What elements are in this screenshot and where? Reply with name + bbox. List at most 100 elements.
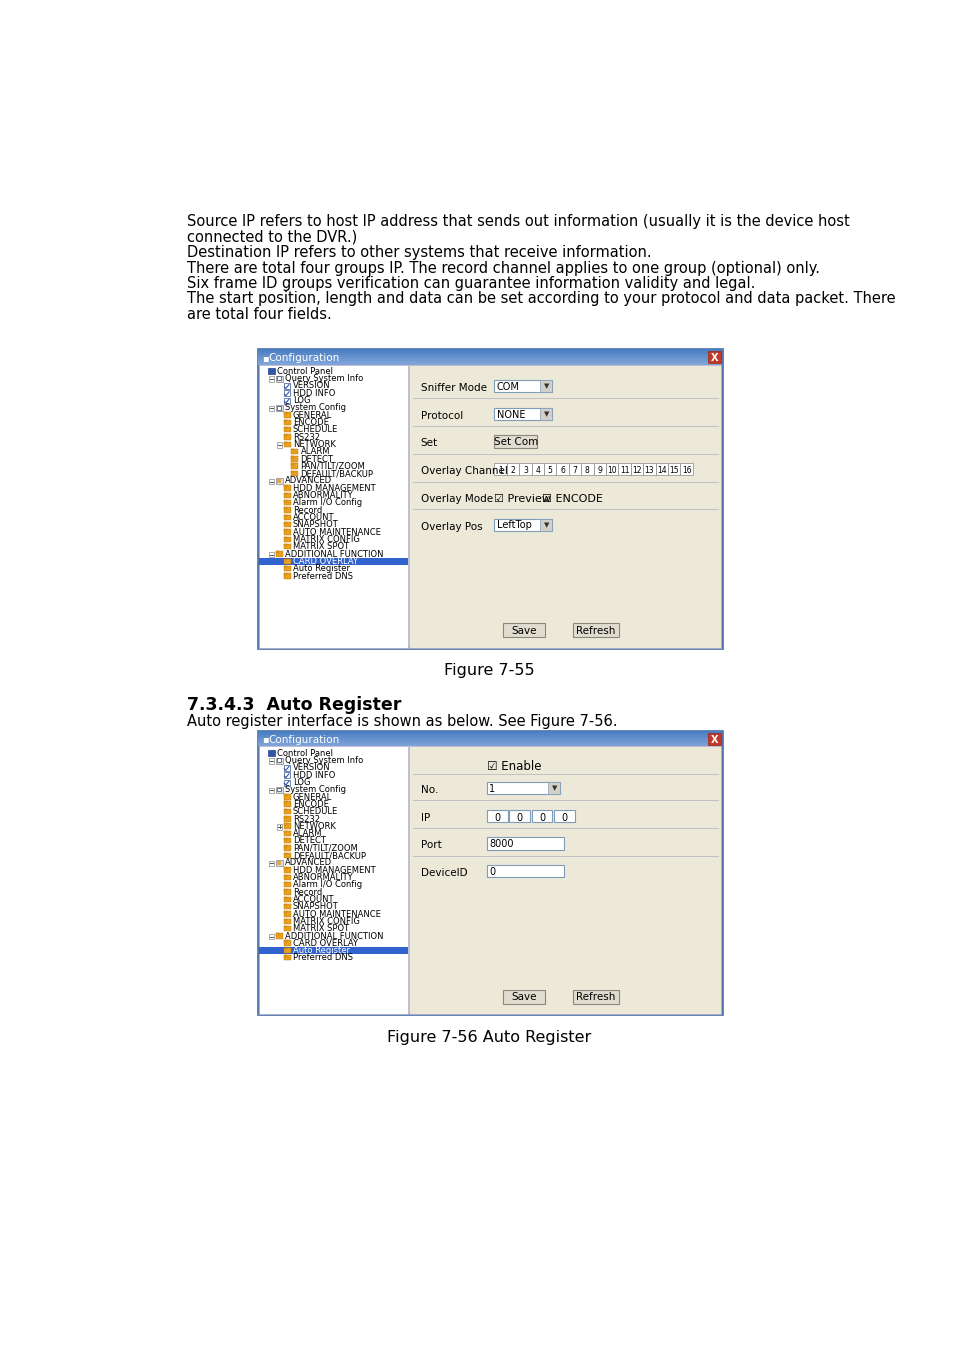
Bar: [277, 479, 281, 483]
Text: AUTO MAINTENANCE: AUTO MAINTENANCE: [293, 910, 380, 918]
Bar: [283, 529, 291, 535]
Bar: [277, 861, 281, 864]
Text: Save: Save: [511, 992, 537, 1003]
Bar: [283, 500, 291, 505]
Bar: [283, 838, 286, 840]
Bar: [283, 882, 291, 887]
Bar: [283, 486, 286, 487]
Text: SCHEDULE: SCHEDULE: [293, 425, 337, 435]
Bar: [257, 738, 721, 741]
Text: 0: 0: [538, 813, 544, 822]
Text: SNAPSHOT: SNAPSHOT: [293, 520, 338, 529]
Bar: [275, 405, 282, 412]
Text: LOG: LOG: [293, 396, 310, 405]
Text: 5: 5: [547, 466, 552, 475]
Text: 6: 6: [559, 466, 564, 475]
Text: No.: No.: [420, 784, 437, 795]
Text: 7: 7: [572, 466, 577, 475]
Text: Configuration: Configuration: [269, 734, 339, 744]
Bar: [257, 733, 721, 734]
Bar: [283, 824, 286, 825]
Bar: [707, 351, 720, 363]
Bar: [276, 825, 282, 830]
Text: RS232: RS232: [293, 432, 319, 441]
Text: NONE: NONE: [497, 409, 524, 420]
Text: Overlay Channel: Overlay Channel: [420, 466, 507, 477]
Text: ▼: ▼: [551, 784, 557, 791]
Bar: [291, 448, 294, 451]
Text: 0: 0: [516, 813, 522, 822]
Text: VERSION: VERSION: [293, 763, 330, 772]
Bar: [257, 360, 721, 363]
Bar: [283, 845, 291, 850]
Text: 0: 0: [560, 813, 567, 822]
Bar: [269, 861, 274, 867]
Bar: [258, 558, 408, 566]
Text: 8000: 8000: [488, 840, 513, 849]
Bar: [283, 824, 291, 829]
Bar: [283, 918, 286, 921]
Bar: [494, 518, 552, 531]
Bar: [539, 408, 552, 420]
Text: LeftTop: LeftTop: [497, 521, 531, 531]
Bar: [257, 352, 721, 355]
Bar: [291, 463, 298, 468]
Text: 15: 15: [669, 466, 679, 475]
Bar: [283, 574, 286, 575]
Bar: [277, 787, 281, 791]
Text: DEFAULT/BACKUP: DEFAULT/BACKUP: [293, 850, 365, 860]
Bar: [283, 809, 291, 814]
Bar: [568, 463, 580, 475]
Text: HDD INFO: HDD INFO: [293, 771, 335, 779]
Bar: [283, 427, 291, 432]
Text: ▪: ▪: [261, 352, 268, 363]
Bar: [257, 732, 721, 733]
Bar: [605, 463, 618, 475]
Text: 8: 8: [584, 466, 589, 475]
Bar: [268, 751, 274, 756]
Bar: [518, 463, 531, 475]
Bar: [283, 809, 286, 810]
Text: Overlay Pos: Overlay Pos: [420, 521, 482, 532]
Text: DeviceID: DeviceID: [420, 868, 467, 878]
Text: GENERAL: GENERAL: [293, 410, 332, 420]
Text: ▪: ▪: [261, 734, 268, 744]
Bar: [269, 479, 274, 485]
Bar: [506, 463, 518, 475]
Text: Control Panel: Control Panel: [277, 749, 333, 757]
Bar: [258, 946, 408, 954]
Text: Preferred DNS: Preferred DNS: [293, 571, 353, 580]
Bar: [283, 926, 291, 931]
Text: 1: 1: [497, 466, 502, 475]
Text: DEFAULT/BACKUP: DEFAULT/BACKUP: [300, 470, 374, 478]
Bar: [572, 624, 618, 637]
Text: 0: 0: [488, 867, 495, 878]
Text: 10: 10: [607, 466, 617, 475]
Text: System Config: System Config: [285, 786, 346, 794]
Text: ADDITIONAL FUNCTION: ADDITIONAL FUNCTION: [285, 549, 383, 559]
Bar: [283, 904, 291, 910]
Bar: [283, 536, 291, 541]
Bar: [283, 794, 291, 799]
Bar: [283, 522, 291, 528]
Bar: [257, 359, 721, 360]
Text: GENERAL: GENERAL: [293, 792, 332, 802]
Text: PAN/TILT/ZOOM: PAN/TILT/ZOOM: [293, 844, 357, 853]
Bar: [257, 741, 721, 743]
Bar: [539, 379, 552, 393]
Text: Record: Record: [293, 888, 322, 896]
Bar: [283, 493, 286, 494]
Text: AUTO MAINTENANCE: AUTO MAINTENANCE: [293, 528, 380, 537]
Bar: [283, 486, 291, 491]
Bar: [283, 435, 286, 436]
Bar: [539, 518, 552, 531]
Bar: [283, 954, 291, 960]
Text: connected to the DVR.): connected to the DVR.): [187, 230, 357, 244]
Bar: [283, 544, 286, 545]
Bar: [275, 551, 278, 552]
Bar: [283, 954, 286, 957]
Text: ALARM: ALARM: [300, 447, 330, 456]
Bar: [283, 420, 286, 421]
Text: Refresh: Refresh: [576, 992, 615, 1003]
Bar: [283, 890, 286, 891]
